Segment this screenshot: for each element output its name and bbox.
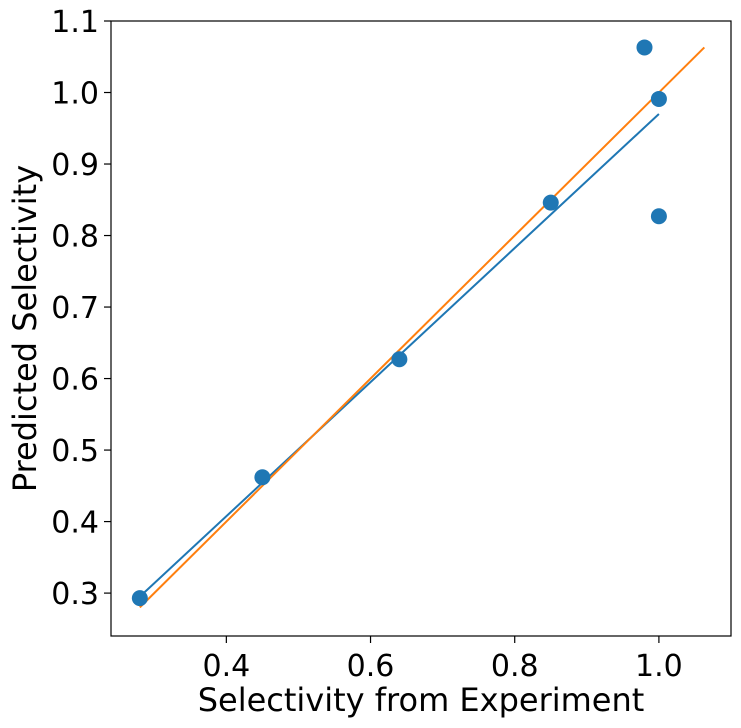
data-point	[131, 590, 148, 607]
plot-area	[131, 39, 706, 609]
y-tick-label: 1.1	[51, 5, 99, 40]
y-axis-title: Predicted Selectivity	[6, 165, 44, 492]
y-tick-label: 0.7	[51, 291, 99, 326]
y-tick-label: 1.0	[51, 77, 99, 112]
y-tick-label: 0.5	[51, 434, 99, 469]
data-point	[650, 208, 667, 225]
x-axis-title: Selectivity from Experiment	[198, 681, 645, 719]
y-tick-label: 0.6	[51, 363, 99, 398]
y-tick-label: 0.8	[51, 220, 99, 255]
x-tick-label: 0.4	[202, 649, 250, 684]
data-point	[391, 351, 408, 368]
x-tick-label: 1.0	[635, 649, 683, 684]
data-point	[650, 90, 667, 107]
x-tick-label: 0.6	[347, 649, 395, 684]
y-tick-label: 0.3	[51, 577, 99, 612]
data-point	[542, 194, 559, 211]
axes-frame	[110, 20, 732, 637]
x-axis: 0.4 0.6 0.8 1.0	[202, 636, 683, 684]
identity-line	[139, 46, 706, 609]
y-tick-label: 0.9	[51, 148, 99, 183]
x-tick-label: 0.8	[491, 649, 539, 684]
data-point	[254, 469, 271, 486]
y-axis: 0.3 0.4 0.5 0.6 0.7 0.8 0.9 1.0 1.1	[51, 5, 111, 612]
data-point	[636, 39, 653, 56]
y-tick-label: 0.4	[51, 506, 99, 541]
